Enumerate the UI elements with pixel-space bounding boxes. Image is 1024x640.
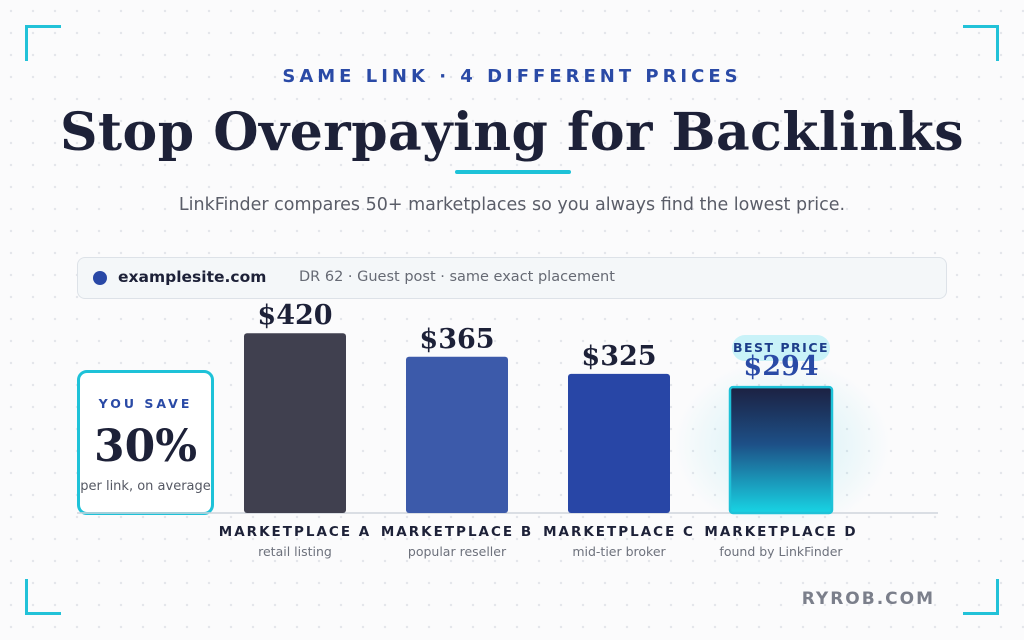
bar-marketplace-c bbox=[568, 373, 670, 513]
category-label: MARKETPLACE C bbox=[543, 524, 695, 540]
savings-note: per link, on average bbox=[80, 479, 211, 494]
page-title: Stop Overpaying for Backlinks bbox=[59, 102, 964, 163]
savings-card: YOU SAVE 30% per link, on average bbox=[77, 370, 214, 515]
eyebrow-label: SAME LINK · 4 DIFFERENT PRICES bbox=[282, 66, 742, 87]
price-label: $294 bbox=[743, 351, 818, 382]
best-price-badge: BEST PRICE bbox=[732, 335, 830, 361]
price-label: $420 bbox=[257, 300, 332, 331]
site-domain: examplesite.com bbox=[118, 268, 267, 286]
savings-value: 30% bbox=[93, 421, 198, 472]
title-underline bbox=[455, 170, 571, 174]
category-label: MARKETPLACE B bbox=[381, 524, 533, 540]
corner-bracket-top-left bbox=[25, 25, 61, 61]
category-sublabel: found by LinkFinder bbox=[719, 544, 843, 559]
category-sublabel: retail listing bbox=[258, 544, 332, 559]
listing-bar: examplesite.com DR 62 · Guest post · sam… bbox=[77, 257, 947, 299]
category-sublabel: mid-tier broker bbox=[572, 544, 666, 559]
savings-label: YOU SAVE bbox=[98, 396, 193, 411]
listing-meta: DR 62 · Guest post · same exact placemen… bbox=[299, 269, 615, 285]
category-label: MARKETPLACE D bbox=[704, 524, 857, 540]
bar-marketplace-d bbox=[728, 385, 834, 515]
brand-footer: RYROB.COM bbox=[801, 589, 935, 609]
category-label: MARKETPLACE A bbox=[219, 524, 371, 540]
site-dot-icon bbox=[93, 271, 107, 285]
price-label: $365 bbox=[419, 324, 494, 355]
category-sublabel: popular reseller bbox=[408, 544, 507, 559]
corner-bracket-bottom-left bbox=[25, 579, 61, 615]
bar-marketplace-b bbox=[406, 356, 508, 513]
corner-bracket-bottom-right bbox=[963, 579, 999, 615]
page-subtitle: LinkFinder compares 50+ marketplaces so … bbox=[178, 195, 846, 215]
bar-marketplace-a bbox=[244, 333, 346, 513]
price-label: $325 bbox=[581, 341, 656, 372]
corner-bracket-top-right bbox=[963, 25, 999, 61]
